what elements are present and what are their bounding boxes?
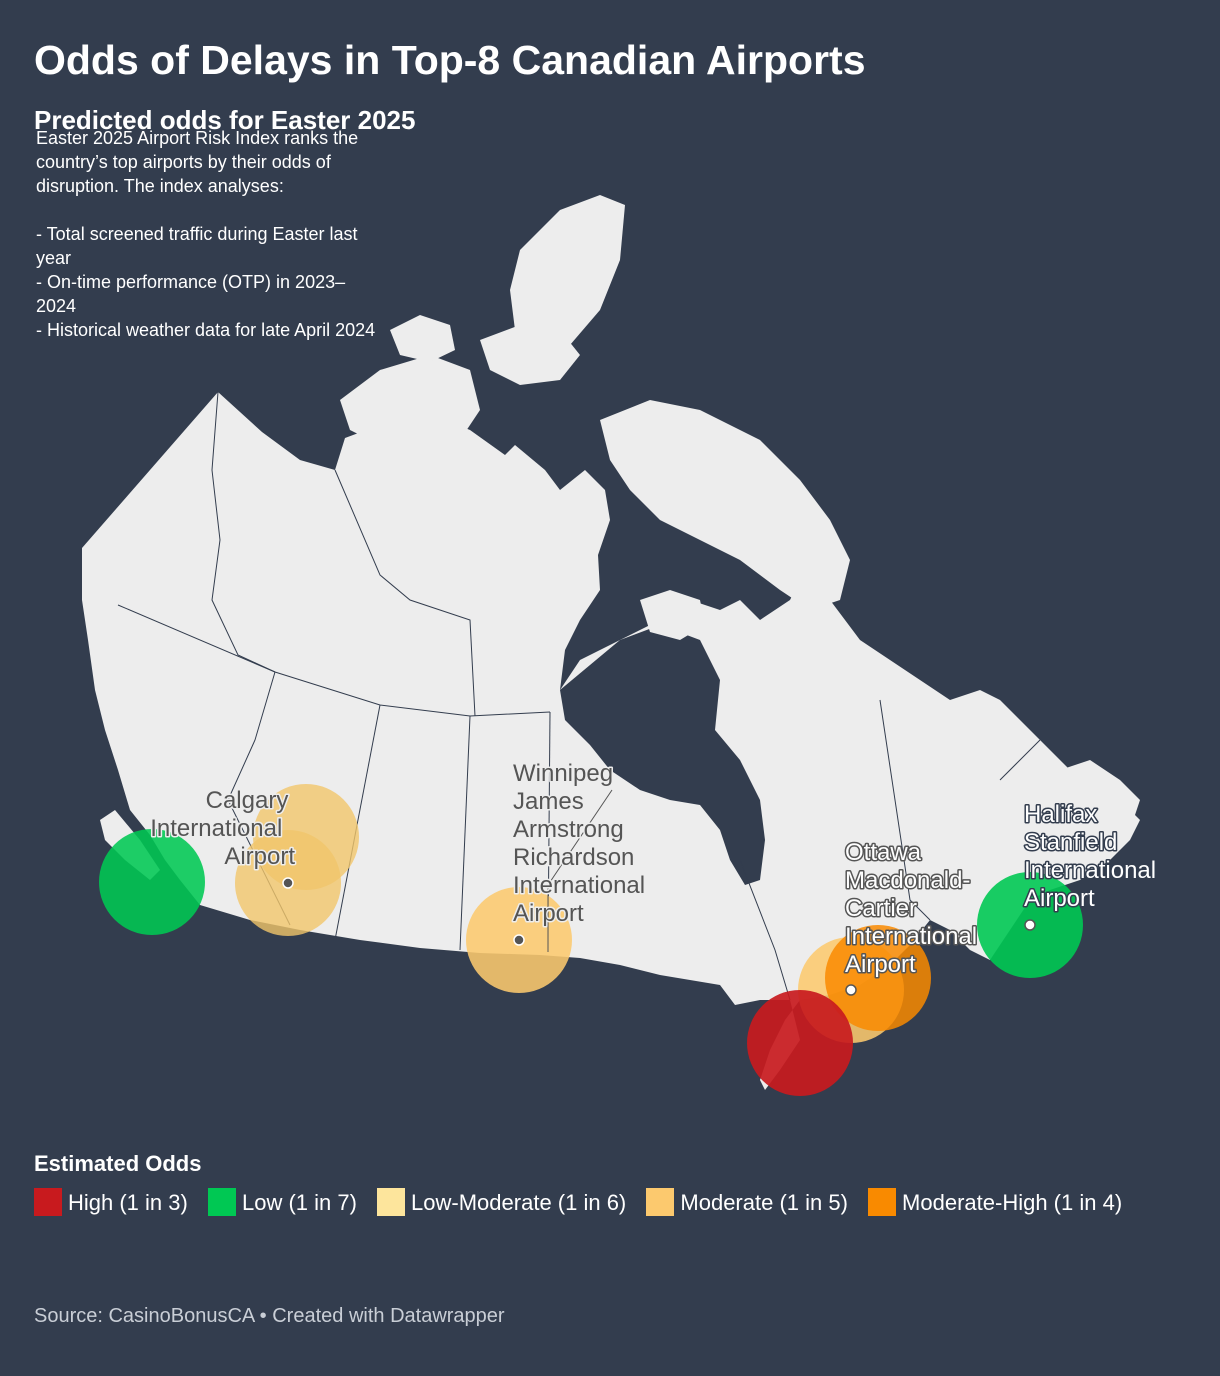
winnipeg-label-line-4: Richardson <box>513 844 634 871</box>
map-subtitle: Predicted odds for Easter 2025 <box>34 105 416 135</box>
arctic-island-devon <box>480 325 580 385</box>
airport-markers <box>282 877 1036 996</box>
hudson-bay <box>560 625 765 885</box>
legend-item-moderate-high[interactable]: Moderate-High (1 in 4) <box>868 1188 1123 1216</box>
winnipeg-label-line-6: Airport <box>513 900 584 927</box>
calgary-label-line-2: International <box>150 815 282 842</box>
legend-swatch-high <box>34 1188 62 1216</box>
ottawa-label-line-5: Airport <box>845 951 916 978</box>
calgary-marker <box>282 877 294 889</box>
halifax-marker <box>1024 919 1036 931</box>
map-title: Odds of Delays in Top-8 Canadian Airport… <box>34 37 866 83</box>
legend-swatch-low <box>207 1188 236 1216</box>
legend-label-high: High (1 in 3) <box>68 1190 188 1215</box>
ottawa-label-line-4: International <box>845 923 977 950</box>
halifax-label-line-3: International <box>1024 857 1156 884</box>
winnipeg-label-line-5: International <box>513 872 645 899</box>
winnipeg-label: Winnipeg James Armstrong Richardson Inte… <box>513 760 652 927</box>
calgary-label-line-1: Calgary <box>206 787 289 814</box>
source-credit: Source: CasinoBonusCA • Created with Dat… <box>34 1305 505 1327</box>
halifax-label: Halifax Stanfield International Airport <box>1024 801 1163 912</box>
winnipeg-marker <box>513 934 525 946</box>
legend-item-low-moderate[interactable]: Low-Moderate (1 in 6) <box>377 1188 627 1216</box>
province-borders <box>117 391 1041 1001</box>
ottawa-marker <box>845 984 857 996</box>
legend-item-high[interactable]: High (1 in 3) <box>34 1188 188 1216</box>
legend-item-low[interactable]: Low (1 in 7) <box>207 1188 357 1216</box>
calgary-label-line-3: Airport <box>224 843 295 870</box>
airport-bubble[interactable] <box>825 925 931 1031</box>
intro-description: Easter 2025 Airport Risk Index ranks the… <box>36 128 376 340</box>
arctic-island-baffin <box>600 400 850 610</box>
newfoundland <box>1060 760 1140 840</box>
legend-title: Estimated Odds <box>34 1151 202 1176</box>
ottawa-label-line-2: Macdonald- <box>845 867 970 894</box>
legend-label-low-moderate: Low-Moderate (1 in 6) <box>411 1190 627 1215</box>
airport-labels: Calgary International Airport Winnipeg J… <box>149 759 1163 980</box>
calgary-label: Calgary International Airport <box>150 787 295 870</box>
arctic-island-banks <box>390 315 455 362</box>
legend-swatch-low-moderate <box>377 1188 406 1216</box>
halifax-label-line-2: Stanfield <box>1024 829 1117 856</box>
legend-label-low: Low (1 in 7) <box>241 1190 357 1215</box>
leader-lines <box>547 789 613 952</box>
arctic-island-southampton <box>640 590 705 640</box>
legend-label-moderate: Moderate (1 in 5) <box>680 1190 848 1215</box>
airport-bubble[interactable] <box>747 990 853 1096</box>
winnipeg-label-line-1: Winnipeg <box>513 760 613 787</box>
airport-bubble[interactable] <box>99 829 205 935</box>
winnipeg-label-line-3: Armstrong <box>513 816 624 843</box>
ottawa-label: Ottawa Macdonald- Cartier International … <box>845 839 984 978</box>
legend-item-moderate[interactable]: Moderate (1 in 5) <box>646 1188 848 1216</box>
halifax-label-line-1: Halifax <box>1024 801 1097 828</box>
legend-swatch-moderate <box>646 1188 675 1216</box>
legend-label-moderate-high: Moderate-High (1 in 4) <box>902 1190 1123 1215</box>
legend-swatch-moderate-high <box>868 1188 897 1216</box>
halifax-label-line-4: Airport <box>1024 885 1095 912</box>
winnipeg-label-line-2: James <box>513 788 584 815</box>
arctic-island-ellesmere <box>510 195 625 360</box>
ottawa-label-line-1: Ottawa <box>845 839 922 866</box>
legend: High (1 in 3) Low (1 in 7) Low-Moderate … <box>34 1186 1184 1220</box>
ottawa-label-line-3: Cartier <box>845 895 917 922</box>
arctic-island-victoria <box>340 355 480 450</box>
